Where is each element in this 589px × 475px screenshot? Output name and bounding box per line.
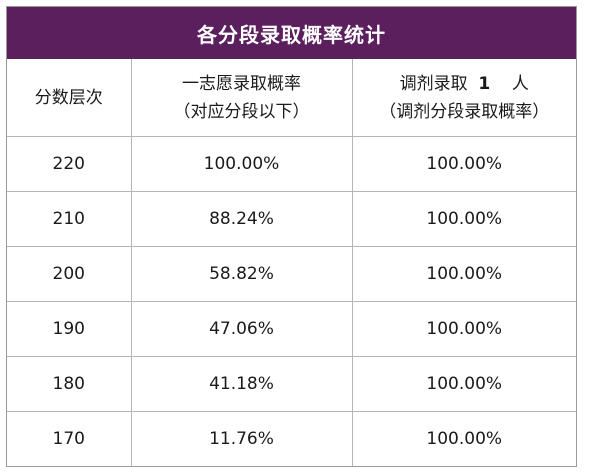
table-row: 210 88.24% 100.00% [7, 191, 576, 247]
header-adjustment-line1: 调剂录取 1 人 [353, 70, 577, 98]
header-adjustment-number: 1 [478, 73, 491, 94]
score-cell: 200 [7, 246, 132, 302]
score-cell: 180 [7, 356, 132, 412]
score-cell: 210 [7, 191, 132, 247]
score-cell: 220 [7, 136, 132, 192]
adjust-cell: 100.00% [352, 191, 576, 247]
header-adjustment-suffix: 人 [511, 73, 529, 94]
adjust-cell: 100.00% [352, 136, 576, 192]
first-choice-cell: 58.82% [131, 246, 353, 302]
table-row: 220 100.00% 100.00% [7, 136, 576, 192]
probability-table-container: 各分段录取概率统计 分数层次 一志愿录取概率 （对应分段以下） 调剂录取 1 人… [6, 6, 577, 467]
first-choice-cell: 100.00% [131, 136, 353, 192]
probability-table: 分数层次 一志愿录取概率 （对应分段以下） 调剂录取 1 人 （调剂分段录取概率… [7, 59, 576, 466]
table-row: 180 41.18% 100.00% [7, 356, 576, 412]
table-row: 170 11.76% 100.00% [7, 411, 576, 466]
header-adjustment-prefix: 调剂录取 [399, 73, 468, 94]
header-row: 分数层次 一志愿录取概率 （对应分段以下） 调剂录取 1 人 （调剂分段录取概率… [7, 59, 576, 137]
table-title: 各分段录取概率统计 [7, 7, 576, 59]
table-row: 200 58.82% 100.00% [7, 246, 576, 302]
adjust-cell: 100.00% [352, 356, 576, 412]
first-choice-cell: 47.06% [131, 301, 353, 357]
header-score-level: 分数层次 [7, 59, 132, 137]
first-choice-cell: 41.18% [131, 356, 353, 412]
header-first-choice-line1: 一志愿录取概率 [182, 73, 301, 94]
header-first-choice-line2: （对应分段以下） [173, 101, 310, 122]
header-first-choice: 一志愿录取概率 （对应分段以下） [131, 59, 353, 137]
adjust-cell: 100.00% [352, 246, 576, 302]
adjust-cell: 100.00% [426, 429, 503, 449]
first-choice-cell: 11.76% [131, 411, 353, 466]
header-adjustment-line2: （调剂分段录取概率） [379, 101, 550, 122]
first-choice-cell: 88.24% [131, 191, 353, 247]
adjust-cell: 100.00% [352, 301, 576, 357]
score-cell: 170 [7, 411, 132, 466]
score-cell: 190 [7, 301, 132, 357]
header-adjustment: 调剂录取 1 人 （调剂分段录取概率） [352, 59, 576, 137]
table-row: 190 47.06% 100.00% [7, 301, 576, 357]
